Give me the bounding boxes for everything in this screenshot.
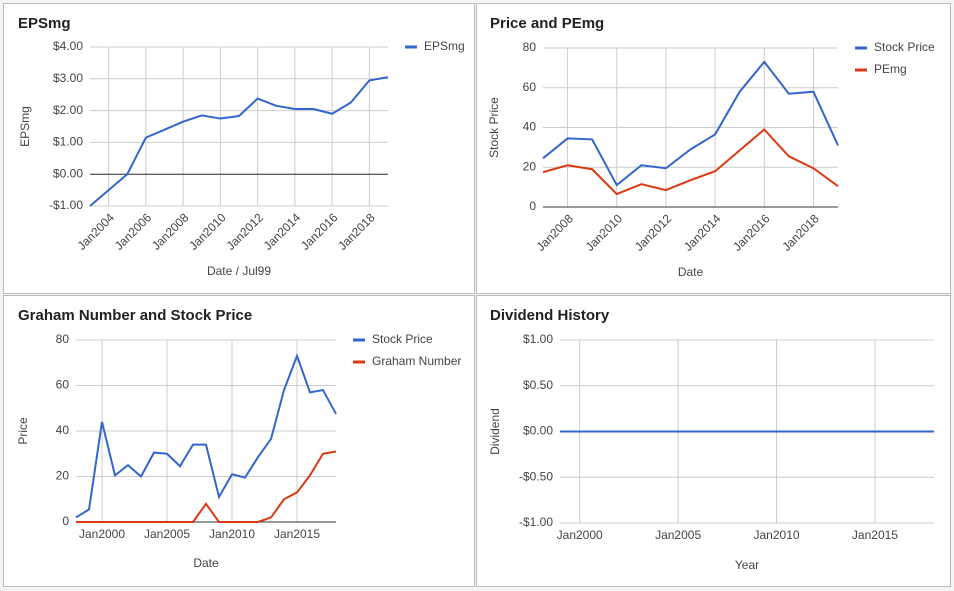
x-axis-title: Year <box>735 558 759 572</box>
legend-label: EPSmg <box>424 39 465 53</box>
x-tick-label: Jan2000 <box>557 528 603 542</box>
y-tick-label: 40 <box>56 423 70 437</box>
y-tick-label: $0.00 <box>523 424 553 438</box>
y-tick-label: $3.00 <box>53 71 83 85</box>
x-tick-label: Jan2010 <box>754 528 800 542</box>
series-line <box>76 450 337 523</box>
chart-title: Graham Number and Stock Price <box>18 307 252 324</box>
y-tick-label: 0 <box>62 514 69 528</box>
x-tick-label: Jan2005 <box>655 528 701 542</box>
y-tick-label: $0.00 <box>53 166 83 180</box>
chart-title: EPSmg <box>18 15 71 32</box>
series-line <box>89 76 389 207</box>
y-tick-label: 60 <box>56 378 70 392</box>
x-tick-label: Jan2000 <box>79 527 125 541</box>
y-tick-label: 20 <box>56 469 70 483</box>
y-tick-label: -$0.50 <box>519 469 553 483</box>
legend-label: PEmg <box>874 62 907 76</box>
x-tick-label: Jan2010 <box>209 527 255 541</box>
y-tick-label: $2.00 <box>53 103 83 117</box>
y-tick-label: 80 <box>56 332 70 346</box>
y-axis-title: Price <box>16 417 30 445</box>
x-axis-title: Date <box>193 556 219 570</box>
legend-label: Stock Price <box>874 40 935 54</box>
series-line <box>542 128 839 196</box>
x-tick-label: Jan2015 <box>852 528 898 542</box>
y-tick-label: $1.00 <box>523 332 553 346</box>
y-tick-label: $1.00 <box>53 135 83 149</box>
y-axis-title: Stock Price <box>487 97 501 158</box>
y-tick-label: 20 <box>523 159 537 173</box>
panel <box>3 3 475 294</box>
x-tick-label: Jan2005 <box>144 527 190 541</box>
y-axis-title: Dividend <box>488 408 502 455</box>
x-axis-title: Date <box>678 265 704 279</box>
y-tick-label: 40 <box>523 120 537 134</box>
chart-title: Price and PEmg <box>490 15 604 32</box>
x-tick-label: Jan2015 <box>274 527 320 541</box>
panel <box>476 295 951 587</box>
y-tick-label: 60 <box>523 80 537 94</box>
y-tick-label: $4.00 <box>53 39 83 53</box>
panel <box>3 295 475 587</box>
legend-label: Graham Number <box>372 354 461 368</box>
x-axis-title: Date / Jul99 <box>207 264 271 278</box>
y-tick-label: -$1.00 <box>49 198 83 212</box>
series-line <box>542 60 839 187</box>
chart-title: Dividend History <box>490 307 610 324</box>
legend-label: Stock Price <box>372 332 433 346</box>
y-tick-label: 0 <box>529 199 536 213</box>
y-axis-title: EPSmg <box>18 106 32 147</box>
series-line <box>75 353 337 519</box>
y-tick-label: -$1.00 <box>519 515 553 529</box>
y-tick-label: $0.50 <box>523 378 553 392</box>
y-tick-label: 80 <box>523 40 537 54</box>
